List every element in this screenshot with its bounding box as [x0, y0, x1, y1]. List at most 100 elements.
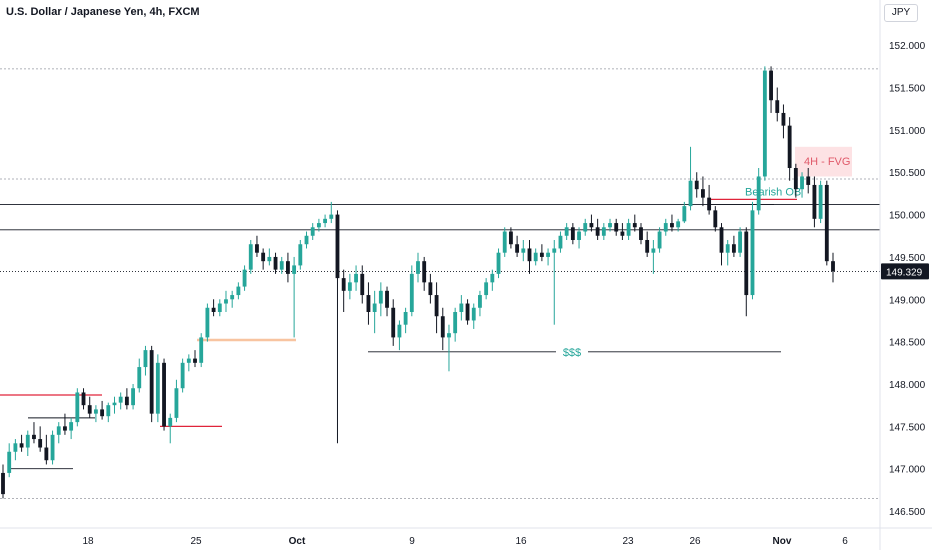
- candle-body: [25, 434, 30, 448]
- candle-body: [713, 210, 718, 228]
- candle-body: [558, 235, 563, 249]
- candle-body: [750, 210, 755, 296]
- candle-body: [347, 282, 352, 291]
- candle-body: [205, 307, 210, 338]
- fvg-zone: [795, 146, 852, 177]
- candle-body: [639, 227, 643, 240]
- candle-body: [725, 244, 730, 253]
- candle-body: [701, 189, 705, 198]
- candle-body: [434, 295, 439, 317]
- price-tick-label: 151.000: [889, 126, 926, 137]
- time-tick-label: 9: [409, 536, 415, 547]
- candle-body: [657, 231, 662, 249]
- candle-body: [490, 273, 495, 283]
- time-tick-label: Nov: [773, 536, 792, 547]
- time-tick-label: 6: [842, 536, 848, 547]
- candle-body: [242, 269, 247, 287]
- candle-body: [155, 362, 160, 414]
- candle-body: [304, 235, 309, 245]
- candle-body: [756, 176, 761, 211]
- candle-body: [459, 303, 464, 312]
- candle-body: [310, 227, 315, 236]
- candle-body: [465, 303, 470, 321]
- candle-body: [87, 405, 92, 414]
- candle-body: [7, 451, 12, 473]
- candle-body: [199, 337, 204, 363]
- candle-body: [32, 434, 36, 440]
- candle-body: [248, 244, 253, 270]
- candle-body: [515, 244, 520, 253]
- candle-body: [502, 231, 507, 253]
- price-tick-label: 146.500: [889, 507, 926, 518]
- candle-body: [577, 231, 581, 240]
- candle-body: [570, 227, 575, 240]
- currency-selector-button[interactable]: JPY: [884, 4, 918, 22]
- candle-body: [422, 261, 427, 283]
- candle-body: [546, 252, 550, 257]
- candle-body: [521, 248, 526, 253]
- candle-body: [180, 362, 185, 389]
- fvg-label: 4H - FVG: [804, 156, 850, 168]
- candle-body: [168, 417, 173, 427]
- candle-body: [50, 434, 55, 461]
- price-tick-label: 147.000: [889, 465, 926, 476]
- candle-body: [255, 244, 259, 253]
- candle-body: [744, 231, 749, 296]
- candle-body: [341, 278, 346, 291]
- candle-body: [614, 223, 619, 232]
- candle-body: [719, 227, 724, 253]
- candle-body: [564, 227, 569, 236]
- candle-body: [230, 295, 235, 300]
- candle-body: [793, 168, 798, 190]
- candle-body: [651, 248, 656, 253]
- candle-body: [769, 70, 773, 101]
- time-tick-label: 26: [689, 536, 701, 547]
- candle-body: [818, 184, 823, 219]
- candle-body: [44, 447, 49, 461]
- candle-body: [831, 261, 835, 272]
- candle-body: [118, 396, 123, 403]
- candle-body: [143, 350, 148, 368]
- candle-body: [447, 333, 451, 338]
- candle-body: [583, 223, 588, 232]
- candle-body: [484, 282, 489, 296]
- candle-body: [385, 290, 389, 308]
- candle-body: [496, 252, 501, 274]
- candle-body: [397, 324, 402, 338]
- candle-body: [645, 240, 650, 253]
- candle-body: [608, 223, 612, 228]
- candle-body: [663, 223, 668, 232]
- candle-body: [316, 223, 321, 228]
- candle-body: [453, 312, 458, 334]
- candle-body: [335, 214, 340, 279]
- candle-body: [738, 231, 743, 253]
- candle-body: [13, 443, 18, 452]
- candle-body: [403, 312, 408, 325]
- candle-body: [416, 261, 420, 274]
- annotation-layer: 4H - FVG Bearish OB $$$: [0, 146, 880, 470]
- candle-body: [38, 439, 43, 448]
- candle-body: [527, 248, 532, 262]
- candle-body: [378, 290, 383, 304]
- candle-body: [409, 273, 414, 312]
- candle-body: [478, 295, 482, 308]
- candle-body: [298, 244, 303, 266]
- candle-body: [193, 358, 197, 363]
- time-tick-label: 18: [82, 536, 94, 547]
- candle-body: [286, 261, 290, 274]
- candle-body: [812, 184, 817, 219]
- last-price-label: 149.329: [886, 267, 923, 278]
- candle-body: [149, 350, 154, 414]
- candle-body: [224, 299, 228, 304]
- price-tick-label: 147.500: [889, 422, 926, 433]
- bearish-ob-label: Bearish OB: [745, 186, 801, 198]
- candle-body: [323, 218, 328, 224]
- time-tick-label: 23: [622, 536, 634, 547]
- candle-body: [100, 409, 105, 417]
- price-tick-label: 150.500: [889, 168, 926, 179]
- candle-body: [211, 307, 216, 312]
- candle-body: [682, 206, 687, 222]
- price-tick-label: 149.000: [889, 295, 926, 306]
- candle-body: [707, 197, 712, 211]
